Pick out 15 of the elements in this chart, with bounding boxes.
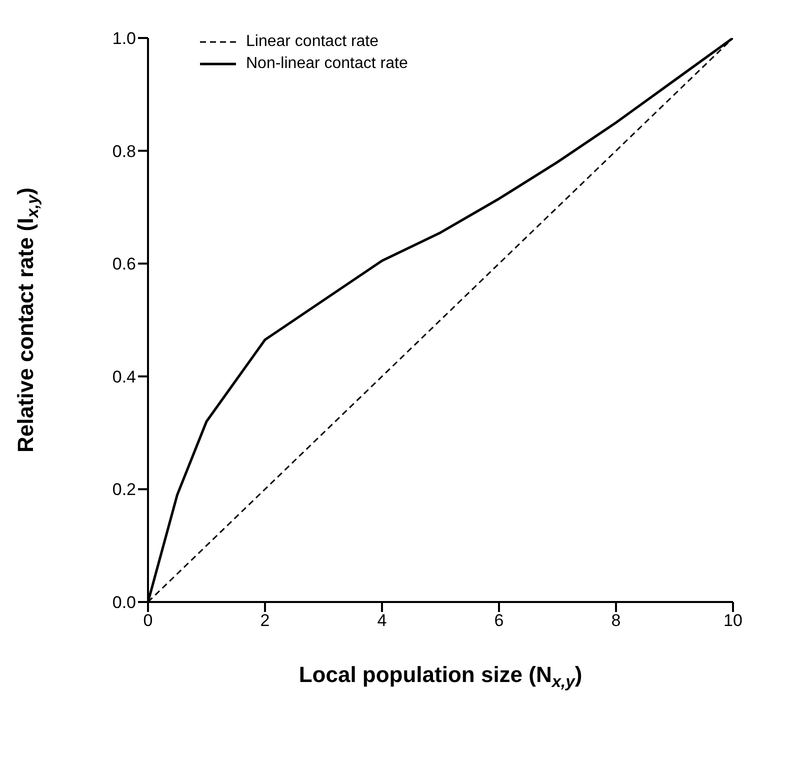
legend-label: Non-linear contact rate [246, 55, 408, 73]
y-tick-label: 0.6 [112, 254, 136, 274]
x-tick-label: 2 [260, 611, 270, 630]
y-tick-label: 0.8 [112, 142, 136, 161]
x-tick-label: 6 [494, 611, 504, 630]
y-tick-label: 1.0 [112, 29, 136, 48]
y-tick-label: 0.4 [112, 367, 136, 386]
x-tick-label: 0 [143, 611, 153, 630]
x-axis-title: Local population size (N$_{x,y}$) [298, 662, 582, 692]
legend-label: Linear contact rate [246, 33, 379, 51]
y-tick-label: 0.0 [112, 593, 136, 612]
y-tick-label: 0.2 [112, 480, 136, 500]
x-tick-label: 4 [377, 611, 387, 630]
x-tick-label: 8 [611, 611, 621, 630]
x-tick-label: 10 [724, 611, 742, 630]
